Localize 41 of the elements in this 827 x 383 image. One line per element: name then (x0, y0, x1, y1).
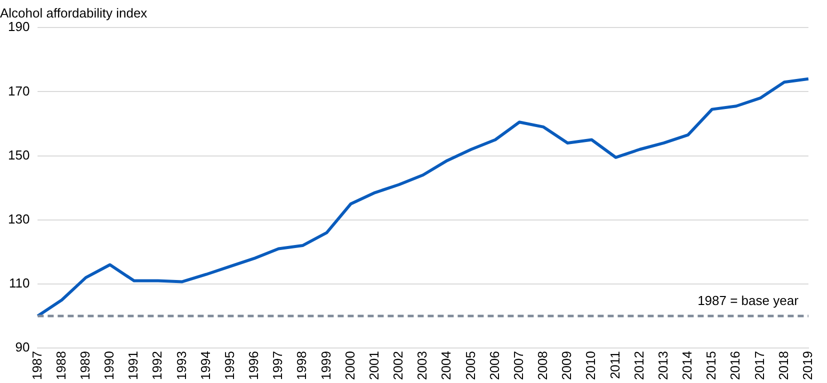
x-tick-label: 1995 (222, 351, 237, 380)
x-tick-label: 2004 (438, 351, 454, 380)
x-tick-label: 1989 (77, 351, 92, 380)
x-tick-label: 2001 (366, 351, 382, 380)
x-tick-label: 1991 (126, 351, 141, 380)
y-tick-label: 110 (8, 276, 30, 291)
x-tick-label: 2018 (776, 351, 791, 380)
x-tick-label: 2007 (510, 351, 526, 380)
y-tick-label: 170 (8, 83, 30, 98)
x-tick-label: 1999 (318, 351, 334, 380)
x-tick-label: 2010 (583, 351, 598, 380)
y-tick-label: 130 (8, 211, 30, 226)
x-tick-label: 1987 (29, 351, 44, 380)
x-tick-label: 1988 (53, 351, 68, 380)
x-tick-label: 2014 (680, 351, 695, 380)
x-tick-label: 2015 (704, 351, 719, 380)
x-tick-label: 2017 (752, 351, 767, 380)
x-tick-label: 1994 (198, 351, 213, 380)
x-tick-label: 2008 (535, 351, 550, 380)
x-tick-label: 2005 (462, 351, 478, 380)
chart-title: Alcohol affordability index (0, 5, 148, 20)
x-tick-label: 1992 (150, 351, 165, 380)
x-tick-label: 2012 (631, 351, 646, 380)
x-tick-label: 2009 (559, 351, 574, 380)
y-tick-label: 90 (15, 340, 30, 355)
x-tick-label: 2002 (390, 351, 406, 380)
x-tick-label: 1993 (174, 351, 189, 380)
y-tick-label: 190 (8, 19, 30, 34)
x-tick-label: 2006 (486, 351, 502, 380)
x-tick-label: 1990 (102, 351, 117, 380)
x-tick-label: 2000 (342, 351, 358, 380)
x-tick-label: 2016 (728, 351, 743, 380)
ref-line-label: 1987 = base year (698, 293, 800, 308)
y-tick-label: 150 (8, 147, 30, 162)
x-tick-label: 1998 (294, 351, 310, 380)
x-tick-label: 1997 (270, 351, 286, 380)
x-tick-label: 2019 (800, 351, 815, 380)
x-tick-label: 2011 (607, 351, 622, 380)
x-tick-label: 2003 (414, 351, 430, 380)
x-tick-label: 1996 (246, 351, 262, 380)
x-tick-label: 2013 (655, 351, 670, 380)
